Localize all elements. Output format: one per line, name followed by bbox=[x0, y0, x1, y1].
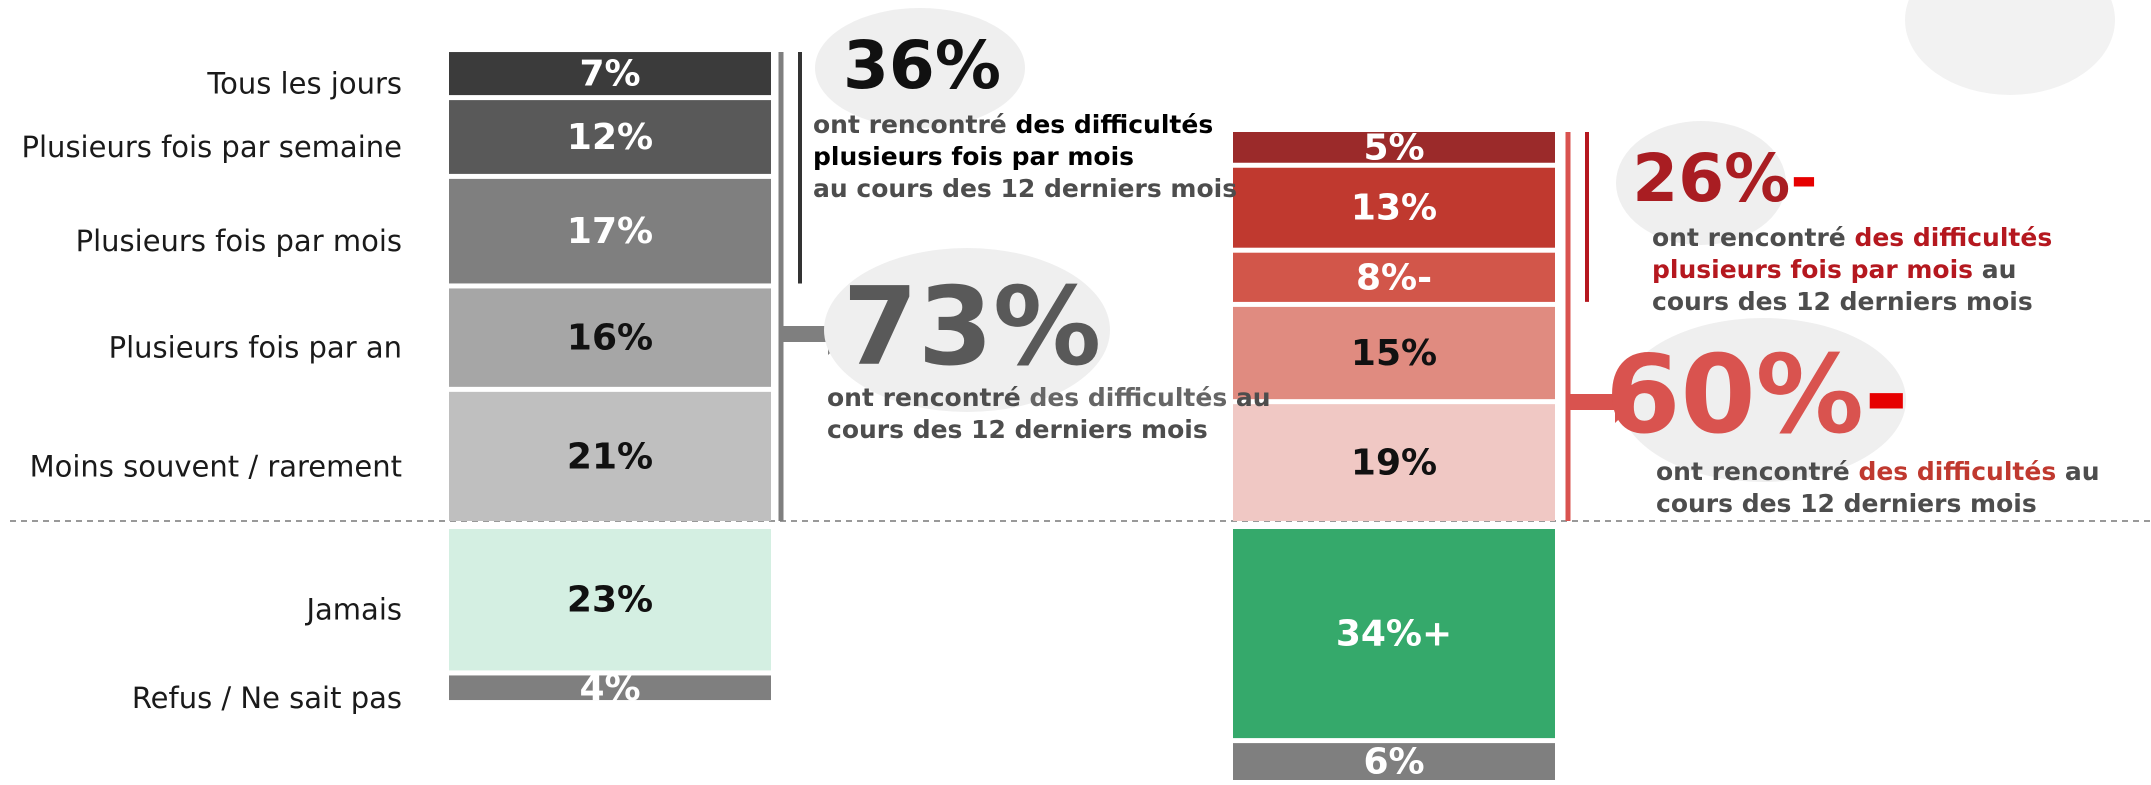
highlight-bubble bbox=[1620, 318, 1906, 482]
annotation-text: ont rencontré des difficultés bbox=[813, 110, 1213, 139]
key-figure-value: 36% bbox=[843, 27, 1001, 104]
annotation-segment: ont rencontré bbox=[827, 383, 1029, 412]
illustration bbox=[1905, 0, 2115, 95]
value-label: 19% bbox=[1351, 443, 1437, 484]
row-label: Refus / Ne sait pas bbox=[132, 681, 402, 715]
annotation-segment: ont rencontré bbox=[1652, 223, 1854, 252]
row-label: Plusieurs fois par semaine bbox=[22, 130, 402, 164]
key-figure-suffix: - bbox=[1864, 333, 1909, 458]
row-label: Jamais bbox=[304, 593, 402, 627]
annotation-emphasis: des difficultés bbox=[1858, 457, 2056, 486]
value-label: 5% bbox=[1363, 127, 1424, 168]
annotation-text: cours des 12 derniers mois bbox=[827, 415, 1208, 444]
key-figure: 36% bbox=[843, 27, 1001, 104]
annotation-segment: au bbox=[1227, 383, 1270, 412]
key-figure: 73% bbox=[843, 265, 1102, 390]
bar-segment bbox=[1233, 252, 1555, 302]
bar-segment bbox=[449, 178, 771, 284]
key-figure-suffix: - bbox=[1790, 140, 1817, 217]
annotation-segment: ont rencontré bbox=[1656, 457, 1858, 486]
annotation-text: ont rencontré des difficultés bbox=[1652, 223, 2052, 252]
bar-segment bbox=[1233, 529, 1555, 739]
bar-segment bbox=[449, 288, 771, 387]
annotation-segment: au bbox=[2056, 457, 2099, 486]
annotation-segment: au cours des 12 derniers mois bbox=[813, 174, 1237, 203]
value-label: 4% bbox=[579, 668, 640, 709]
row-label: Tous les jours bbox=[206, 67, 402, 101]
value-label: 34%+ bbox=[1336, 614, 1452, 655]
annotation-emphasis: des difficultés bbox=[1029, 383, 1227, 412]
value-label: 7% bbox=[579, 54, 640, 95]
highlight-bubble bbox=[824, 248, 1110, 412]
value-label: 16% bbox=[567, 318, 653, 359]
key-figure: 60%- bbox=[1605, 333, 1908, 458]
bar-segment bbox=[1233, 743, 1555, 780]
key-figure-value: 60% bbox=[1605, 333, 1864, 458]
highlight-bubble bbox=[1616, 121, 1786, 245]
annotation-text: cours des 12 derniers mois bbox=[1656, 489, 2037, 518]
value-label: 21% bbox=[567, 436, 653, 477]
row-label: Plusieurs fois par an bbox=[109, 331, 402, 365]
value-label: 6% bbox=[1363, 742, 1424, 783]
annotation-emphasis: plusieurs fois par mois bbox=[813, 142, 1134, 171]
annotation-emphasis: des difficultés bbox=[1015, 110, 1213, 139]
bar-segment bbox=[449, 52, 771, 96]
bar-segment bbox=[1233, 404, 1555, 521]
annotation-emphasis: des difficultés bbox=[1854, 223, 2052, 252]
value-label: 12% bbox=[567, 117, 653, 158]
value-label: 17% bbox=[567, 211, 653, 252]
annotation-text: plusieurs fois par mois bbox=[813, 142, 1134, 171]
bar-segment bbox=[449, 675, 771, 701]
annotation-text: au cours des 12 derniers mois bbox=[813, 174, 1237, 203]
annotation-segment: cours des 12 derniers mois bbox=[1656, 489, 2037, 518]
bar-segment bbox=[1233, 167, 1555, 248]
annotation-segment: ont rencontré bbox=[813, 110, 1015, 139]
value-label: 23% bbox=[567, 580, 653, 621]
annotation-segment: au bbox=[1973, 255, 2016, 284]
row-label: Moins souvent / rarement bbox=[30, 449, 402, 483]
key-figure: 26%- bbox=[1632, 140, 1817, 217]
bar-segment bbox=[1233, 306, 1555, 400]
highlight-bubble bbox=[815, 8, 1025, 128]
arrow bbox=[1568, 381, 1637, 423]
annotation-segment: cours des 12 derniers mois bbox=[827, 415, 1208, 444]
annotation-text: ont rencontré des difficultés au bbox=[827, 383, 1271, 412]
bar-segment bbox=[449, 391, 771, 521]
value-label: 8%- bbox=[1356, 257, 1432, 298]
value-label: 13% bbox=[1351, 188, 1437, 229]
bar-segment bbox=[1233, 132, 1555, 163]
value-label: 15% bbox=[1351, 333, 1437, 374]
annotation-text: cours des 12 derniers mois bbox=[1652, 287, 2033, 316]
annotation-segment: cours des 12 derniers mois bbox=[1652, 287, 2033, 316]
annotation-emphasis: plusieurs fois par mois bbox=[1652, 255, 1973, 284]
row-label: Plusieurs fois par mois bbox=[76, 224, 402, 258]
annotation-text: ont rencontré des difficultés au bbox=[1656, 457, 2100, 486]
bar-segment bbox=[449, 100, 771, 174]
key-figure-value: 73% bbox=[843, 265, 1102, 390]
bar-segment bbox=[449, 529, 771, 671]
annotation-text: plusieurs fois par mois au bbox=[1652, 255, 2016, 284]
key-figure-value: 26% bbox=[1632, 140, 1790, 217]
